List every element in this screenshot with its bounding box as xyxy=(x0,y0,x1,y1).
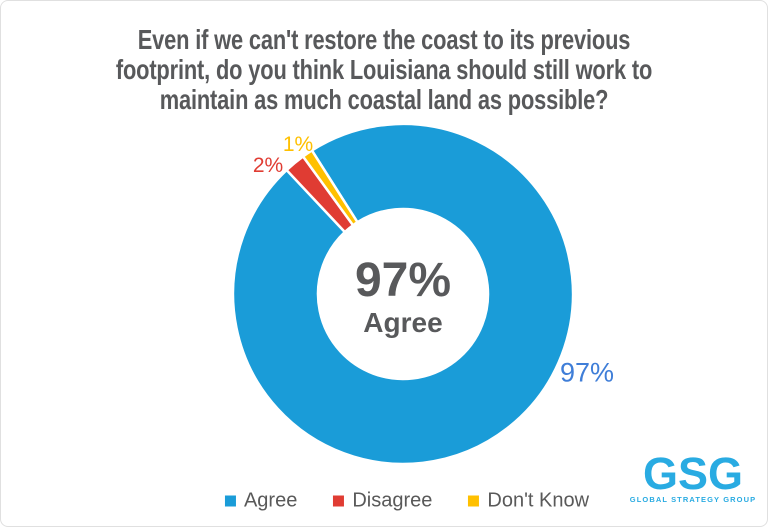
chart-legend: Agree Disagree Don't Know xyxy=(224,489,589,513)
slice-label-dont-know: 1% xyxy=(282,133,314,156)
legend-label-dont-know: Don't Know xyxy=(487,489,590,512)
legend-label-agree: Agree xyxy=(243,489,298,512)
legend-item-dont-know: Don't Know xyxy=(468,490,589,513)
center-value: 97% xyxy=(354,254,452,307)
legend-swatch-dont-know xyxy=(468,495,480,507)
gsg-logo-text: GSG xyxy=(642,448,744,499)
legend-item-disagree: Disagree xyxy=(333,490,432,513)
gsg-logo-tagline: GLOBAL STRATEGY GROUP xyxy=(629,495,757,504)
legend-item-agree: Agree xyxy=(224,489,298,513)
donut-slice-don-t-know xyxy=(301,148,360,227)
slice-label-disagree: 2% xyxy=(252,154,284,177)
legend-label-disagree: Disagree xyxy=(352,489,433,512)
center-category: Agree xyxy=(363,307,443,338)
legend-swatch-disagree xyxy=(333,495,345,507)
legend-swatch-agree xyxy=(224,495,236,507)
gsg-logo: GSG GLOBAL STRATEGY GROUP xyxy=(629,448,757,505)
chart-title: Even if we can't restore the coast to it… xyxy=(115,24,653,115)
donut-center-label: 97% Agree xyxy=(355,256,451,340)
slice-label-agree: 97% xyxy=(559,357,615,388)
donut-slice-agree xyxy=(231,122,575,466)
